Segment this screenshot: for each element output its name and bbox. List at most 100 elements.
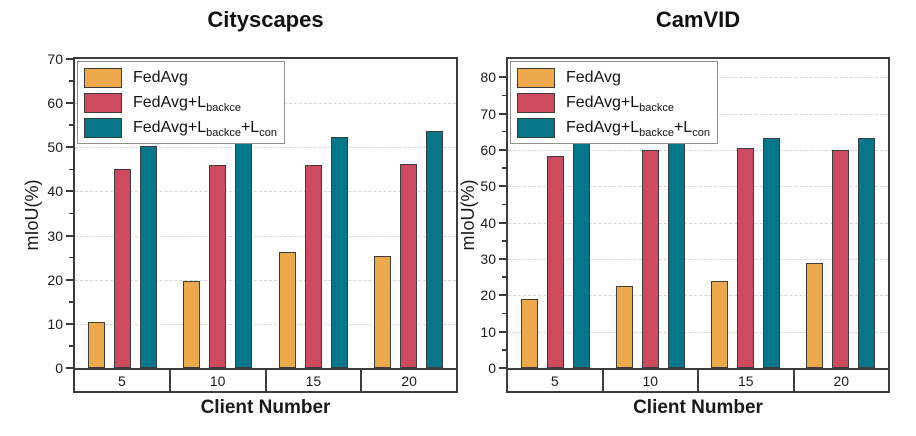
y-axis-tick-label: 60 [480,141,496,158]
bar-fedavg-l-backce-client-5 [114,169,132,368]
chart-panel-cityscapes: Cityscapes mIoU(%) 0 10 20 30 40 50 60 70 FedAv… [22,7,458,418]
legend-label-text: FedAvg+L [566,93,640,111]
legend-swatch [517,67,555,88]
x-category-cell: 15 [264,370,361,391]
legend-label: FedAvg+Lbackce+Lcon [566,118,710,139]
y-axis-minor-tick [502,312,506,315]
gridline [508,186,888,188]
y-axis-major-tick [66,234,73,237]
y-axis-tick-label: 80 [480,69,496,86]
y-axis-major-tick [499,148,506,151]
y-axis-major-tick [499,367,506,369]
legend-label-text: FedAvg+L [133,118,207,136]
y-axis-minor-tick [502,349,506,351]
x-axis-category-strip: 5 10 15 20 [506,370,890,393]
y-axis-minor-tick [502,167,506,169]
gridline [508,149,888,151]
bar-fedavg-l-backce-l-con-client-15 [763,138,780,368]
x-axis-label: Client Number [633,397,763,418]
legend-label-text: FedAvg+L [133,93,207,111]
gridline [75,323,456,325]
x-category-cell: 5 [550,372,559,389]
x-category-cell: 20 [360,370,456,391]
y-axis-major-tick [499,112,506,115]
y-axis-tick-label: 10 [480,323,496,340]
legend: FedAvg FedAvg+Lbackce FedAvg+Lbackce+Lcon [510,61,718,144]
bar-fedavg-l-backce-client-10 [642,149,659,368]
bar-fedavg-l-backce-l-con-client-5 [573,137,590,368]
legend-label: FedAvg+Lbackce [133,93,241,113]
legend-label-subscript: con [692,126,710,139]
legend-item: FedAvg+Lbackce+Lcon [517,115,710,140]
y-axis-tick-label: 10 [47,315,63,332]
bar-fedavg-l-backce-client-15 [737,148,754,368]
bar-fedavg-client-10 [183,281,201,368]
gridline [508,295,888,297]
bar-fedavg-l-backce-l-con-client-10 [668,137,685,368]
x-axis-label: Client Number [200,397,331,418]
bar-fedavg-l-backce-l-con-client-15 [330,136,348,368]
bar-fedavg-l-backce-client-15 [304,164,322,368]
x-category-cell: 10 [168,370,265,391]
y-axis-major-tick [66,322,73,325]
plot-area: 0 10 20 30 40 50 60 70 FedAvg FedAvg+Lbackce FedA… [47,51,458,376]
y-axis-major-tick [66,58,73,60]
plot-area: 0 10 20 30 40 50 60 70 80 FedAvg FedAvg+Lbackce Fe… [480,57,890,376]
y-axis-minor-tick [69,256,73,259]
y-axis-minor-tick [502,276,506,278]
bar-fedavg-l-backce-client-20 [832,149,849,368]
bar-fedavg-l-backce-l-con-client-20 [425,130,443,368]
chart-panel-camvid: CamVID mIoU(%) 0 10 20 30 40 50 60 70 80 FedAvg F… [458,0,916,436]
y-axis-tick-label: 70 [480,105,496,122]
legend: FedAvg FedAvg+Lbackce FedAvg+Lbackce+Lcon [77,61,285,144]
y-axis-tick-label: 30 [47,227,63,244]
bar-fedavg-l-backce-client-20 [399,163,417,368]
y-axis-tick-label: 40 [480,214,496,231]
legend-label-text: +L [240,118,260,136]
legend-label-text: FedAvg+L [566,118,640,136]
legend-swatch [517,92,555,113]
legend-swatch [84,92,122,113]
bar-fedavg-client-15 [278,251,296,368]
legend-label-text: FedAvg [566,68,621,86]
chart-title: CamVID [655,7,741,32]
legend-label-text: +L [673,118,693,136]
y-axis-tick-label: 30 [480,250,496,267]
y-axis-minor-tick [502,203,506,206]
bar-fedavg-client-5 [88,321,106,368]
legend-swatch [84,117,122,138]
legend-label: FedAvg+Lbackce [566,93,674,114]
y-axis-major-tick [66,190,73,193]
y-axis-minor-tick [502,240,506,242]
y-axis-major-tick [66,102,73,105]
x-category-cell: 5 [117,372,126,389]
bar-fedavg-client-10 [616,285,633,368]
gridline [508,222,888,224]
y-axis-tick-label: 50 [47,139,63,156]
y-axis-major-tick [499,221,506,224]
legend-item: FedAvg+Lbackce [84,90,277,115]
y-axis-minor-tick [69,80,73,82]
y-axis-major-tick [499,257,506,260]
legend-item: FedAvg [517,65,710,90]
y-axis-minor-tick [69,212,73,215]
y-axis-minor-tick [69,168,73,171]
y-axis-tick-label: 60 [47,95,63,112]
legend-label-subscript: backce [639,101,674,114]
y-axis-minor-tick [69,345,73,347]
legend-item: FedAvg+Lbackce+Lcon [84,115,277,140]
y-axis-tick-label: 50 [480,178,496,195]
bar-fedavg-client-20 [373,256,391,368]
x-category-cell: 20 [792,370,889,391]
legend-label-text: FedAvg [133,68,188,86]
y-axis-tick-label: 20 [480,287,496,304]
y-axis-minor-tick [69,124,73,126]
legend-label-subscript: backce [639,126,674,139]
y-axis-major-tick [66,367,73,369]
bar-fedavg-client-20 [806,262,823,368]
y-axis-major-tick [499,76,506,79]
gridline [75,147,456,149]
legend-swatch [517,117,555,138]
y-axis-tick-label: 20 [47,271,63,288]
